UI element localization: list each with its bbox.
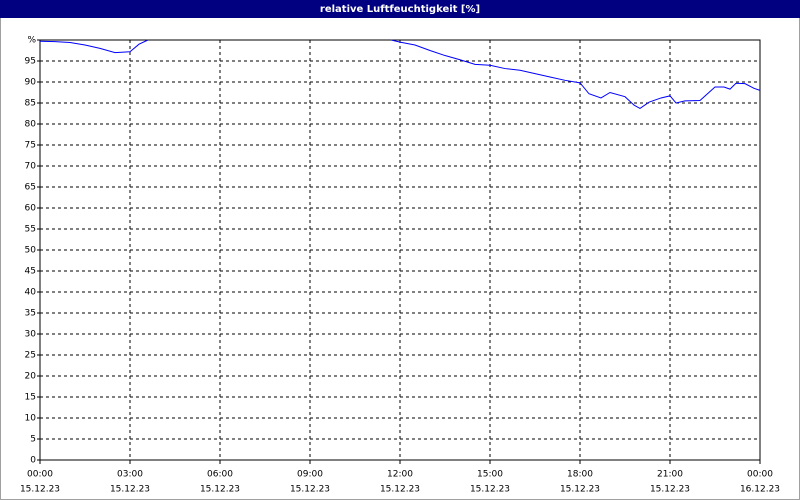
x-tick-label: 21:00 xyxy=(657,470,683,480)
y-tick-label: 0 xyxy=(30,456,36,466)
y-tick-label: 70 xyxy=(25,162,37,172)
y-tick-label: 35 xyxy=(25,309,36,319)
x-tick-label: 18:00 xyxy=(567,470,593,480)
x-tick-label: 09:00 xyxy=(297,470,323,480)
y-tick-label: 45 xyxy=(25,267,36,277)
y-tick-label: 75 xyxy=(25,141,36,151)
y-tick-label: 20 xyxy=(25,372,37,382)
y-tick-label: 40 xyxy=(25,288,37,298)
x-tick-date: 15.12.23 xyxy=(470,485,510,495)
y-tick-label: 65 xyxy=(25,183,36,193)
y-tick-label: 50 xyxy=(25,246,37,256)
x-tick-date: 16.12.23 xyxy=(740,485,780,495)
x-tick-label: 06:00 xyxy=(207,470,233,480)
y-tick-label: 5 xyxy=(30,435,36,445)
y-tick-label: % xyxy=(27,36,36,46)
y-tick-label: 25 xyxy=(25,351,36,361)
y-tick-label: 60 xyxy=(25,204,37,214)
y-tick-label: 15 xyxy=(25,393,36,403)
x-tick-date: 15.12.23 xyxy=(20,485,60,495)
x-tick-date: 15.12.23 xyxy=(380,485,420,495)
y-tick-label: 80 xyxy=(25,120,37,130)
y-tick-label: 55 xyxy=(25,225,36,235)
x-tick-label: 00:00 xyxy=(27,470,53,480)
x-tick-date: 15.12.23 xyxy=(200,485,240,495)
x-tick-label: 03:00 xyxy=(117,470,143,480)
x-tick-date: 15.12.23 xyxy=(650,485,690,495)
x-tick-date: 15.12.23 xyxy=(290,485,330,495)
x-tick-date: 15.12.23 xyxy=(560,485,600,495)
chart-title: relative Luftfeuchtigkeit [%] xyxy=(320,4,480,15)
x-tick-date: 15.12.23 xyxy=(110,485,150,495)
y-tick-label: 10 xyxy=(25,414,37,424)
x-tick-label: 00:00 xyxy=(747,470,773,480)
y-tick-label: 30 xyxy=(25,330,37,340)
data-line xyxy=(39,39,761,110)
x-tick-label: 12:00 xyxy=(387,470,413,480)
y-tick-label: 85 xyxy=(25,99,36,109)
y-tick-label: 90 xyxy=(25,78,37,88)
x-tick-label: 15:00 xyxy=(477,470,503,480)
title-bar xyxy=(0,0,800,18)
y-tick-label: 95 xyxy=(25,57,36,67)
